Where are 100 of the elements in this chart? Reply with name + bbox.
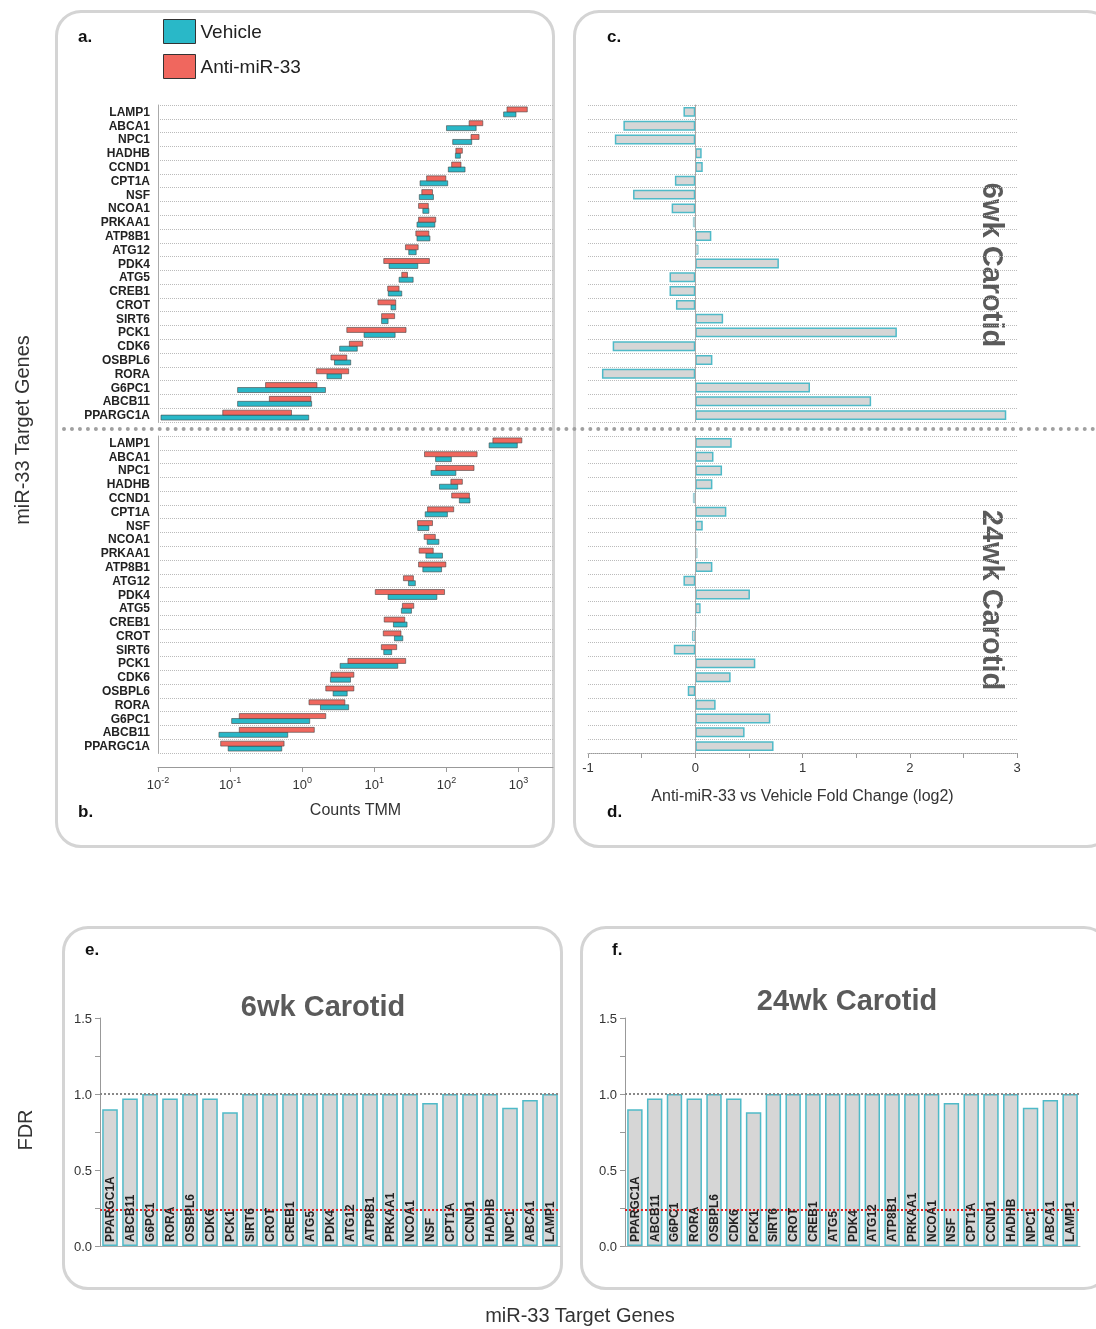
x-tick-label: CREB1 [283, 1201, 297, 1242]
x-axis-title: Anti-miR-33 vs Vehicle Fold Change (log2) [651, 786, 954, 804]
x-tick-label: SIRT6 [766, 1207, 781, 1242]
x-tick-label: ABCA1 [1043, 1200, 1058, 1242]
x-axis-title: Counts TMM [309, 800, 402, 818]
y-tick-label: CCND1 [108, 491, 151, 506]
y-tick-label: PCK1 [117, 656, 151, 671]
x-tick-label: HADHB [1003, 1198, 1018, 1242]
y-tick-label: HADHB [106, 477, 151, 492]
x-tick-label: NCOA1 [924, 1199, 939, 1242]
x-tick-label: CDK6 [203, 1209, 217, 1242]
y-tick-label: ATG12 [112, 573, 151, 588]
y-tick-label: ABCB11 [102, 394, 151, 409]
y-tick-label: PPARGC1A [84, 408, 151, 423]
x-tick-label: CCND1 [983, 1200, 998, 1242]
x-tick-label: LAMP1 [1063, 1201, 1078, 1242]
y-tick-label: CROT [116, 297, 151, 312]
y-tick-label: SIRT6 [115, 311, 151, 326]
y-tick-label: NSF [126, 518, 150, 533]
y-tick-label: ATG12 [112, 242, 151, 257]
x-tick-label: NPC1 [503, 1209, 517, 1242]
y-tick-label: G6PC1 [110, 380, 151, 395]
x-tick-label: CREB1 [805, 1201, 820, 1242]
x-tick-label: 0 [691, 760, 699, 775]
x-tick-label: CPT1A [964, 1202, 979, 1242]
text: 6wk Carotid [977, 182, 1009, 348]
text: b. [78, 802, 94, 821]
y-tick-label: CDK6 [117, 339, 151, 354]
y-tick-label: OSBPL6 [101, 683, 151, 698]
y-tick-label: NCOA1 [107, 201, 151, 216]
y-tick-label: CREB1 [109, 284, 151, 299]
text: c. [607, 27, 622, 46]
y-tick-label: PDK4 [117, 587, 151, 602]
y-tick-label: RORA [114, 697, 151, 712]
x-tick-label: HADHB [483, 1198, 497, 1242]
y-tick-label: CCND1 [108, 160, 151, 175]
y-tick-label: CPT1A [110, 504, 151, 519]
y-tick-label: NPC1 [117, 132, 151, 147]
x-tick-label: OSBPL6 [183, 1193, 197, 1242]
y-axis-title: FDR [13, 1109, 37, 1151]
y-tick-label: PCK1 [117, 325, 151, 340]
y-tick-label: HADHB [106, 146, 151, 161]
x-tick-label: ATG12 [343, 1203, 357, 1242]
x-tick-label: NPC1 [1023, 1209, 1038, 1242]
x-tick-label: CPT1A [443, 1202, 457, 1242]
chart-title: 24wk Carotid [756, 984, 938, 1016]
y-tick-label: NPC1 [117, 463, 151, 478]
x-tick-label: 1 [798, 760, 807, 775]
y-axis-title: miR-33 Target Genes [10, 335, 34, 525]
x-tick-label: NSF [423, 1218, 437, 1242]
legend-label: Anti-miR-33 [200, 56, 301, 77]
x-tick-label: CDK6 [726, 1209, 741, 1242]
x-tick-label: PDK4 [845, 1209, 860, 1242]
text: a. [78, 27, 93, 46]
y-tick-label: ATG5 [118, 270, 151, 285]
x-tick-label: NCOA1 [403, 1199, 417, 1242]
x-tick-label: ABCA1 [523, 1200, 537, 1242]
x-tick-label: ATG5 [825, 1210, 840, 1242]
x-tick-label: 3 [1013, 760, 1021, 775]
x-tick-label: PRKAA1 [904, 1192, 919, 1242]
y-tick-label: ABCA1 [108, 118, 151, 133]
x-tick-label: ATG12 [865, 1203, 880, 1242]
x-tick-label: PDK4 [323, 1209, 337, 1242]
y-tick-label: CDK6 [117, 670, 151, 685]
x-tick-label: PRKAA1 [383, 1192, 397, 1242]
y-tick-label: ABCA1 [108, 449, 151, 464]
x-tick-label: 2 [906, 760, 914, 775]
y-tick-label: G6PC1 [110, 711, 151, 726]
y-tick-label: NSF [126, 187, 150, 202]
y-tick-label: SIRT6 [115, 642, 151, 657]
x-tick-label: RORA [687, 1206, 702, 1242]
y-tick-label: ATP8B1 [104, 559, 151, 574]
y-tick-label: ATG5 [118, 601, 151, 616]
y-tick-label: PRKAA1 [100, 546, 151, 561]
x-tick-label: LAMP1 [543, 1201, 557, 1242]
x-tick-label: ABCB11 [647, 1194, 662, 1242]
y-tick-label: LAMP1 [109, 435, 151, 450]
y-tick-label: NCOA1 [107, 532, 151, 547]
x-tick-label: CROT [786, 1207, 801, 1242]
x-tick-label: SIRT6 [243, 1207, 257, 1242]
y-tick-label: 1.0 [73, 1086, 92, 1102]
x-tick-label: CROT [263, 1207, 277, 1242]
y-tick-label: ATP8B1 [104, 228, 151, 243]
x-tick-label: PCK1 [746, 1209, 761, 1242]
y-tick-label: LAMP1 [109, 104, 151, 119]
y-tick-label: RORA [114, 366, 151, 381]
y-tick-label: PDK4 [117, 256, 151, 271]
x-tick-label: G6PC1 [667, 1202, 682, 1242]
chart-title: 6wk Carotid [240, 990, 406, 1022]
text: 24wk Carotid [977, 509, 1009, 691]
text: f. [612, 940, 623, 959]
y-tick-label: CPT1A [110, 173, 151, 188]
y-tick-label: 1.0 [598, 1086, 617, 1102]
y-tick-label: OSBPL6 [101, 352, 151, 367]
text: e. [85, 940, 100, 959]
x-tick-label: ATP8B1 [363, 1196, 377, 1242]
x-tick-label: PCK1 [223, 1209, 237, 1242]
x-tick-label: OSBPL6 [707, 1193, 722, 1242]
y-tick-label: CREB1 [109, 615, 151, 630]
y-tick-label: 0.0 [73, 1238, 92, 1254]
